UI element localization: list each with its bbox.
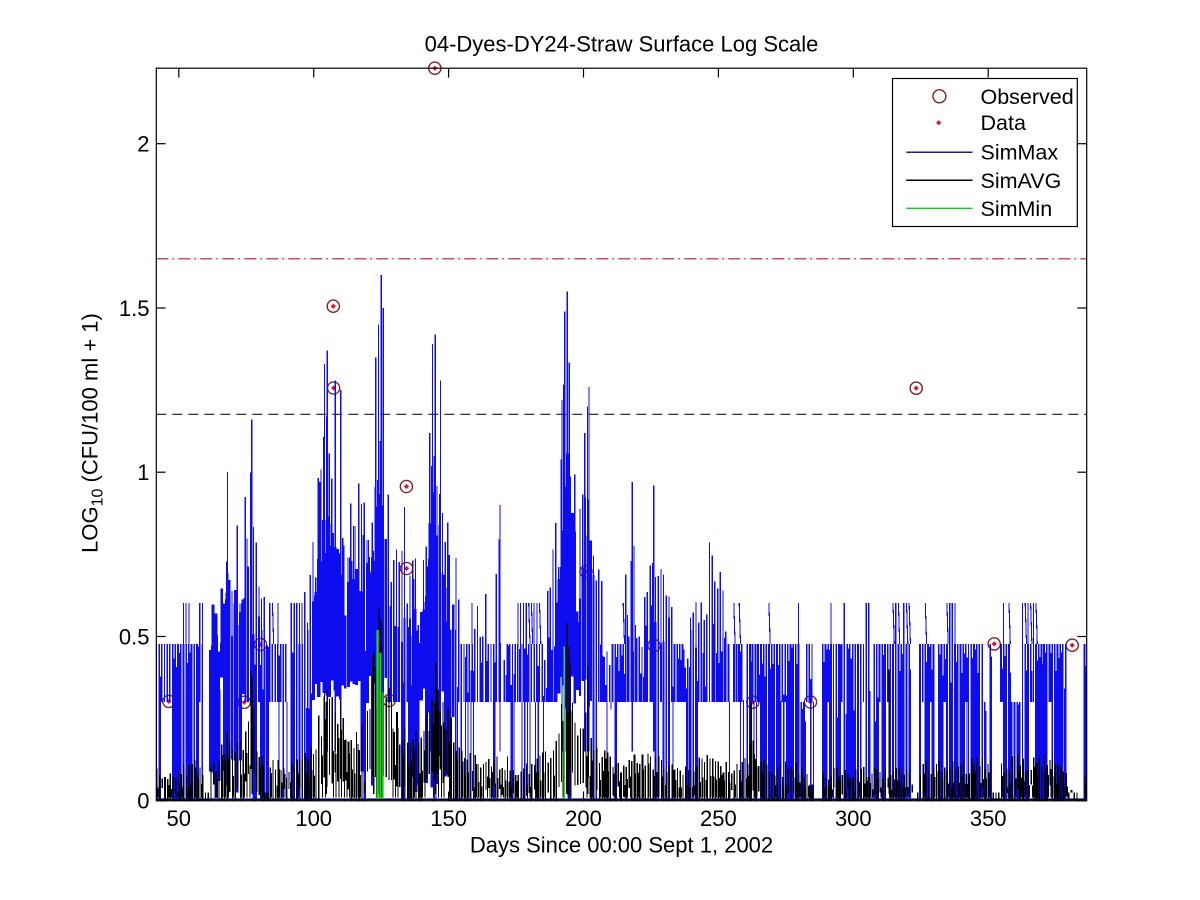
svg-text:SimMin: SimMin [981, 197, 1053, 221]
svg-text:200: 200 [565, 806, 602, 831]
svg-text:0: 0 [137, 789, 149, 814]
svg-text:100: 100 [295, 806, 332, 831]
svg-text:250: 250 [700, 806, 737, 831]
svg-text:1.5: 1.5 [119, 296, 150, 321]
svg-text:LOG10 (CFU/100 ml + 1): LOG10 (CFU/100 ml + 1) [78, 313, 107, 553]
svg-text:Observed: Observed [981, 85, 1074, 109]
svg-text:50: 50 [167, 806, 191, 831]
svg-text:Days Since 00:00 Sept 1, 2002: Days Since 00:00 Sept 1, 2002 [470, 833, 773, 858]
svg-text:300: 300 [835, 806, 872, 831]
svg-text:Data: Data [981, 111, 1026, 135]
svg-text:150: 150 [430, 806, 467, 831]
svg-text:350: 350 [970, 806, 1007, 831]
svg-text:1: 1 [137, 460, 149, 485]
svg-text:0.5: 0.5 [119, 624, 150, 649]
svg-text:SimAVG: SimAVG [981, 169, 1062, 193]
svg-text:2: 2 [137, 132, 149, 157]
svg-text:SimMax: SimMax [981, 141, 1059, 165]
svg-text:04-Dyes-DY24-Straw Surface Log: 04-Dyes-DY24-Straw Surface Log Scale [425, 32, 819, 57]
